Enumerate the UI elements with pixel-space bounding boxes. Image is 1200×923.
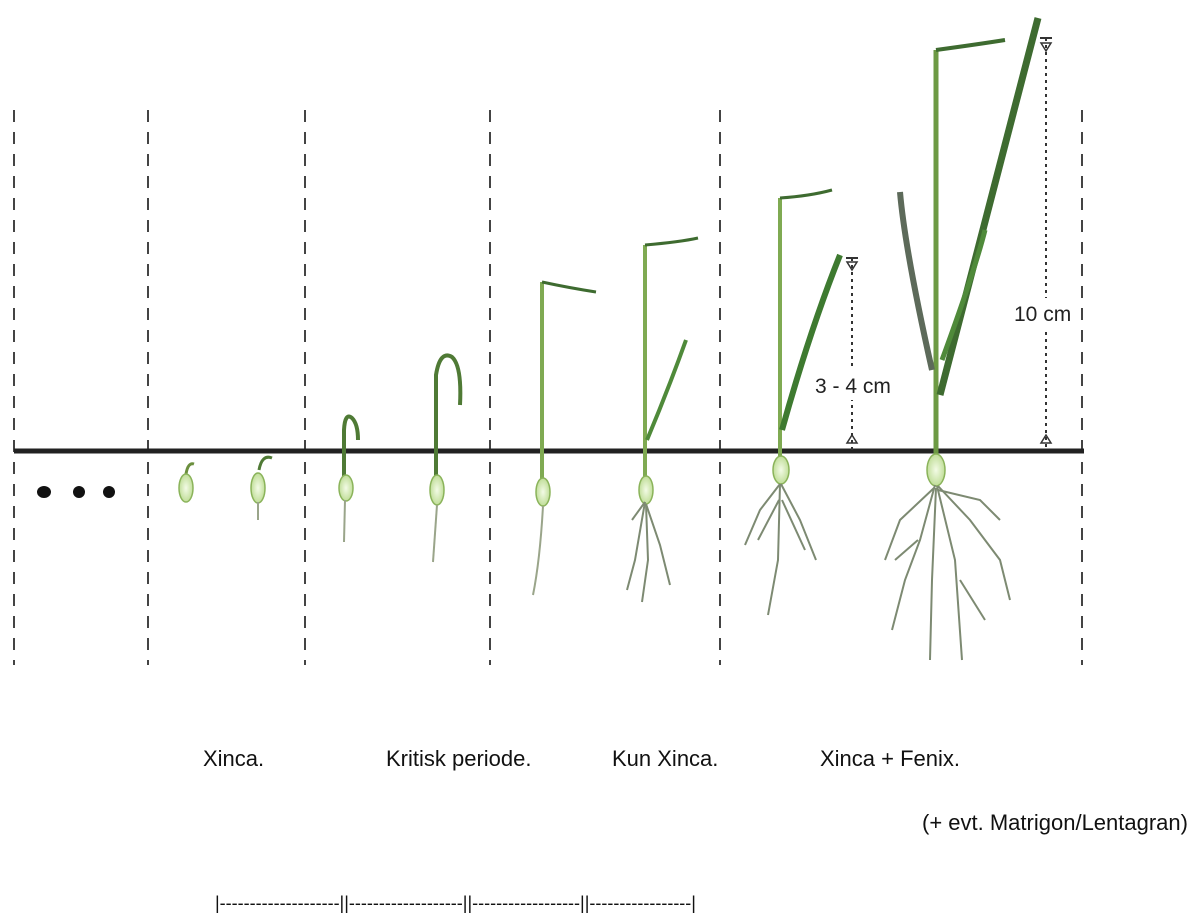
seed	[37, 486, 51, 498]
measurement-label: 3 - 4 cm	[815, 375, 891, 398]
stage-emergence	[338, 353, 463, 563]
label-kritisk-periode: Kritisk periode.	[386, 746, 532, 771]
stage-germination	[178, 455, 273, 520]
seed	[103, 486, 115, 498]
label-xinca: Xinca.	[203, 746, 265, 771]
stage-two-leaves	[744, 188, 843, 616]
seedling-growth-diagram: 3 - 4 cm 10 cm	[13, 17, 1084, 665]
timeline-bar: |--------------------||-----------------…	[215, 893, 696, 913]
seed	[178, 473, 194, 503]
stage-dividers	[13, 110, 1083, 665]
label-xinca-fenix: Xinca + Fenix.	[820, 746, 961, 771]
measurement-10cm: 10 cm	[1012, 37, 1080, 450]
measurement-label: 10 cm	[1014, 303, 1071, 326]
seed	[73, 486, 85, 498]
seed	[250, 472, 266, 504]
stage-first-leaf	[532, 236, 699, 603]
measurement-3-4cm: 3 - 4 cm	[812, 257, 892, 450]
stage-seeds	[37, 486, 115, 498]
stage-developed-plant	[884, 17, 1042, 661]
label-kun-xinca: Kun Xinca.	[612, 746, 719, 771]
label-evt-matrigon-lentagran: (+ evt. Matrigon/Lentagran)	[922, 810, 1188, 835]
